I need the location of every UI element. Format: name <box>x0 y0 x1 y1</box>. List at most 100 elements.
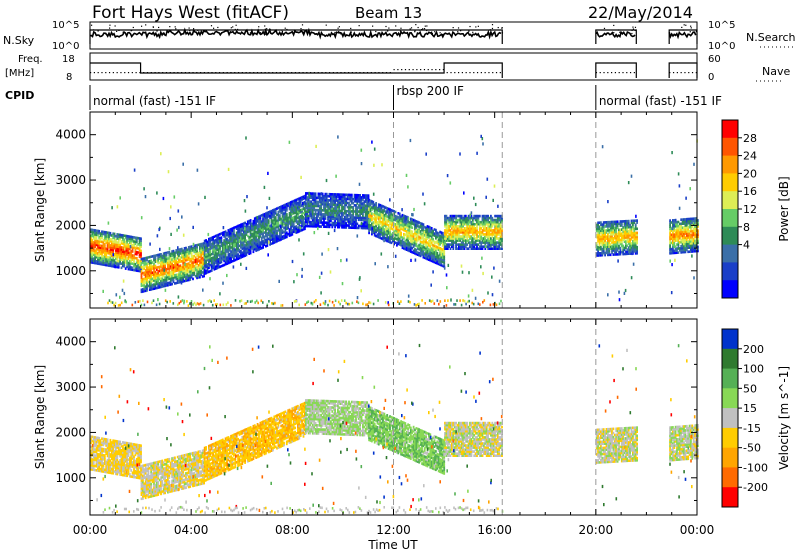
echo-cell <box>240 227 242 231</box>
nave-point <box>101 72 103 74</box>
echo-cell <box>95 255 98 259</box>
echo-cell <box>292 216 295 219</box>
echo-cell <box>407 230 409 234</box>
echo-cell <box>387 228 390 231</box>
echo-cell <box>411 238 414 242</box>
echo-cell <box>380 229 383 232</box>
echo-cell <box>160 283 162 287</box>
echo-cell <box>226 258 228 261</box>
echo-cell <box>113 234 116 238</box>
echo-cell <box>343 197 346 201</box>
echo-cell <box>246 220 249 223</box>
echo-cell <box>615 249 618 252</box>
echo-cell <box>228 230 231 234</box>
echo-cell <box>317 196 320 200</box>
echo-cell <box>153 256 155 260</box>
echo-cell <box>161 262 164 266</box>
echo-cell <box>270 232 273 235</box>
echo-cell <box>189 278 192 281</box>
echo-cell <box>366 204 368 208</box>
freq-line <box>90 62 503 78</box>
echo-cell <box>109 248 112 251</box>
echo-cell <box>433 250 436 254</box>
echo-cell <box>325 209 328 212</box>
echo-cell <box>398 239 401 242</box>
echo-cell <box>495 243 498 246</box>
echo-cell <box>206 240 209 244</box>
nave-point <box>321 72 323 74</box>
echo-cell <box>110 262 113 266</box>
echo-cell <box>294 199 296 202</box>
echo-cell <box>422 243 425 247</box>
echo-cell <box>138 249 141 252</box>
echo-cell <box>91 232 94 236</box>
echo-cell <box>608 253 611 257</box>
echo-cell <box>283 234 285 238</box>
echo-cell <box>199 261 201 265</box>
echo-cell <box>97 258 99 261</box>
echo-cell <box>200 259 203 262</box>
echo-cell <box>307 214 310 218</box>
echo-cell <box>373 213 376 217</box>
echo-cell <box>295 221 298 224</box>
echo-cell <box>598 229 601 233</box>
echo-cell <box>622 244 625 248</box>
echo-cell <box>124 236 127 240</box>
echo-cell <box>288 234 291 237</box>
echo-cell <box>95 229 98 232</box>
echo-cell <box>263 241 266 245</box>
echo-cell <box>223 255 226 259</box>
echo-cell <box>94 253 96 257</box>
echo-cell <box>481 231 484 234</box>
echo-cell <box>194 258 197 262</box>
echo-cell <box>494 214 496 218</box>
echo-cell <box>602 227 605 230</box>
echo-cell <box>106 255 109 259</box>
echo-cell <box>187 266 190 269</box>
echo-cell <box>437 256 440 260</box>
echo-cell <box>240 233 242 237</box>
echo-cell <box>131 254 134 257</box>
echo-cell <box>469 227 471 230</box>
echo-cell <box>317 204 320 208</box>
echo-cell <box>490 243 492 246</box>
echo-cell <box>435 235 437 238</box>
echo-cell <box>190 245 193 248</box>
echo-cell <box>231 229 234 232</box>
echo-cell <box>440 241 443 245</box>
echo-cell <box>237 235 239 238</box>
echo-cell <box>169 264 172 268</box>
echo-cell <box>342 193 345 196</box>
echo-cell <box>339 201 342 205</box>
echo-cell <box>396 242 398 245</box>
echo-cell <box>109 256 112 259</box>
echo-cell <box>470 227 473 230</box>
echo-cell <box>494 233 496 236</box>
echo-cell <box>470 220 473 224</box>
echo-cell <box>262 221 264 225</box>
echo-cell <box>162 264 165 268</box>
echo-cell <box>258 217 260 220</box>
echo-cell <box>246 242 249 246</box>
echo-cell <box>448 227 451 230</box>
nave-point <box>313 72 316 74</box>
echo-cell <box>311 210 314 214</box>
echo-cell <box>281 229 284 232</box>
echo-cell <box>478 222 481 226</box>
echo-cell <box>368 213 370 216</box>
echo-cell <box>142 290 144 293</box>
echo-cell <box>295 227 298 230</box>
echo-cell <box>345 211 348 215</box>
echo-cell <box>189 272 192 275</box>
echo-cell <box>494 243 496 246</box>
echo-cell <box>151 283 154 287</box>
echo-cell <box>597 225 599 229</box>
echo-cell <box>611 222 613 226</box>
echo-cell <box>255 218 258 222</box>
echo-cell <box>256 226 259 229</box>
echo-cell <box>97 231 99 235</box>
echo-cell <box>273 233 276 236</box>
echo-cell <box>179 248 182 251</box>
echo-cell <box>310 216 313 220</box>
echo-cell <box>105 235 108 238</box>
